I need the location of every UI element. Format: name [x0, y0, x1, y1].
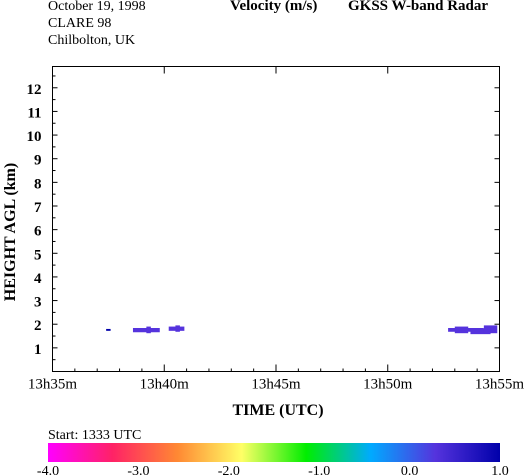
y-tick-label: 2	[34, 318, 42, 334]
x-tick-label: 13h40m	[140, 377, 190, 393]
y-axis-label: HEIGHT AGL (km)	[2, 163, 19, 301]
y-tick-label: 8	[34, 176, 42, 192]
y-tick-label: 4	[34, 271, 42, 287]
campaign-label: CLARE 98	[48, 16, 112, 31]
radar-echo	[146, 326, 151, 334]
radar-echo	[470, 328, 491, 335]
x-tick-label: 13h50m	[363, 377, 413, 393]
colorbar-tick-label: -4.0	[37, 464, 59, 476]
quantity-title: Velocity (m/s)	[230, 0, 318, 14]
x-axis-label: TIME (UTC)	[232, 402, 323, 419]
echo-layer	[106, 325, 498, 335]
colorbar-ticks: -4.0 -3.0 -2.0 -1.0 0.0 1.0	[37, 464, 509, 476]
x-tick-label: 13h55m	[475, 377, 525, 393]
y-tick-label: 9	[34, 153, 42, 169]
colorbar-tick-label: 0.0	[401, 464, 419, 476]
colorbar-tick-label: -1.0	[308, 464, 330, 476]
x-tick-label: 13h35m	[28, 377, 78, 393]
x-axis: 13h35m 13h40m 13h45m 13h50m 13h55m	[28, 66, 525, 393]
start-label: Start: 1333 UTC	[48, 428, 141, 443]
instrument-title: GKSS W-band Radar	[348, 0, 489, 14]
y-tick-label: 1	[34, 342, 42, 358]
radar-echo	[483, 325, 498, 334]
date-label: October 19, 1998	[48, 0, 146, 14]
location-label: Chilbolton, UK	[48, 33, 136, 48]
y-tick-label: 11	[27, 105, 41, 121]
colorbar	[48, 443, 500, 462]
y-tick-label: 5	[34, 247, 42, 263]
radar-echo	[106, 328, 111, 331]
y-tick-label: 3	[34, 295, 42, 311]
x-tick-label: 13h45m	[251, 377, 301, 393]
radar-echo	[175, 325, 180, 332]
y-tick-label: 6	[34, 224, 42, 240]
radar-echo	[454, 326, 469, 334]
colorbar-tick-label: -2.0	[218, 464, 240, 476]
plot-frame	[52, 66, 500, 372]
colorbar-tick-label: -3.0	[127, 464, 149, 476]
y-tick-label: 10	[27, 129, 42, 145]
y-tick-label: 7	[34, 200, 42, 216]
y-tick-label: 12	[27, 82, 42, 98]
colorbar-tick-label: 1.0	[491, 464, 509, 476]
